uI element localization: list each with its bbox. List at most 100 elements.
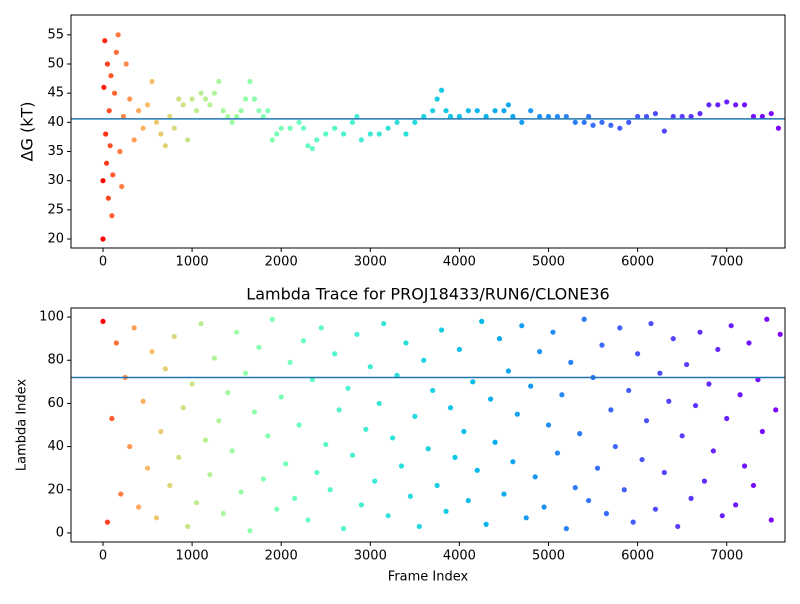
point [305, 517, 311, 523]
point [198, 320, 204, 327]
point [456, 113, 463, 120]
point [202, 96, 209, 102]
point [715, 346, 721, 353]
point [260, 476, 266, 482]
point [381, 320, 387, 327]
y-tick-label: 55 [47, 27, 64, 42]
point [394, 119, 400, 125]
point [701, 478, 708, 484]
point [102, 38, 108, 44]
point [336, 407, 342, 413]
point [389, 435, 396, 441]
point [643, 113, 650, 120]
point [572, 485, 578, 491]
point [514, 411, 520, 417]
point [505, 102, 512, 108]
point [697, 110, 703, 117]
point [777, 331, 783, 337]
point [461, 428, 467, 435]
y-tick-label: 25 [47, 202, 64, 217]
point [123, 61, 129, 67]
point [670, 336, 676, 342]
point [118, 491, 124, 497]
point [563, 526, 569, 532]
y-tick-label: 35 [47, 144, 64, 159]
point [300, 338, 307, 344]
point [666, 398, 672, 404]
point [443, 508, 449, 514]
point [269, 137, 275, 143]
point [412, 413, 418, 419]
point [403, 131, 409, 137]
point [340, 526, 347, 532]
point [474, 108, 480, 114]
y-axis-label: Lambda Index [15, 379, 30, 472]
point [621, 487, 627, 493]
point [652, 110, 659, 117]
point [265, 433, 271, 439]
point [220, 108, 226, 114]
point [661, 469, 667, 476]
point [719, 513, 725, 519]
x-tick-label: 2000 [265, 549, 298, 564]
point [193, 108, 200, 114]
point [710, 448, 716, 454]
point [131, 137, 137, 143]
point [171, 333, 177, 340]
point [581, 316, 587, 322]
point [434, 482, 440, 489]
point [706, 102, 712, 108]
point [216, 78, 222, 85]
point [225, 113, 231, 120]
y-tick-label: 100 [39, 310, 64, 325]
point [376, 131, 382, 137]
point [675, 523, 681, 530]
point [119, 183, 125, 190]
point [456, 346, 463, 353]
point [554, 113, 561, 120]
point [115, 32, 121, 38]
point [296, 119, 302, 125]
point [626, 387, 632, 394]
point [692, 402, 699, 409]
y-tick-label: 50 [47, 57, 64, 72]
point [107, 143, 113, 149]
point [474, 467, 480, 473]
point [438, 87, 445, 93]
point [661, 128, 667, 134]
point [741, 102, 748, 108]
point [109, 415, 115, 422]
axes-frame [70, 14, 786, 249]
point [496, 336, 503, 342]
point [648, 320, 654, 327]
point [153, 119, 160, 125]
point [577, 431, 583, 437]
y-tick-label: 30 [47, 173, 64, 188]
point [117, 148, 123, 155]
point [372, 478, 378, 484]
point [608, 122, 614, 128]
point [652, 506, 659, 512]
point [167, 113, 173, 120]
y-tick-label: 60 [47, 396, 64, 411]
point [483, 113, 489, 120]
x-tick-label: 1000 [176, 549, 209, 564]
point [100, 236, 106, 242]
point [688, 495, 694, 501]
point [773, 407, 779, 413]
point [421, 113, 427, 120]
point [741, 463, 748, 469]
point [256, 108, 262, 114]
point [385, 125, 391, 131]
point [430, 108, 436, 114]
y-tick-label: 80 [47, 353, 64, 368]
x-tick-label: 0 [99, 549, 107, 564]
point [153, 515, 160, 521]
point [180, 405, 186, 411]
point [505, 368, 512, 374]
point [568, 359, 574, 365]
point [523, 515, 529, 521]
point [537, 113, 543, 120]
point [131, 325, 137, 331]
x-tick-label: 3000 [354, 255, 387, 270]
